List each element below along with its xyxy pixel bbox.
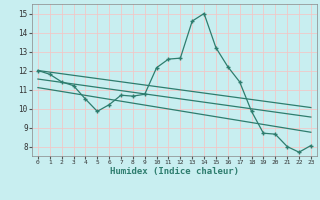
X-axis label: Humidex (Indice chaleur): Humidex (Indice chaleur)	[110, 167, 239, 176]
